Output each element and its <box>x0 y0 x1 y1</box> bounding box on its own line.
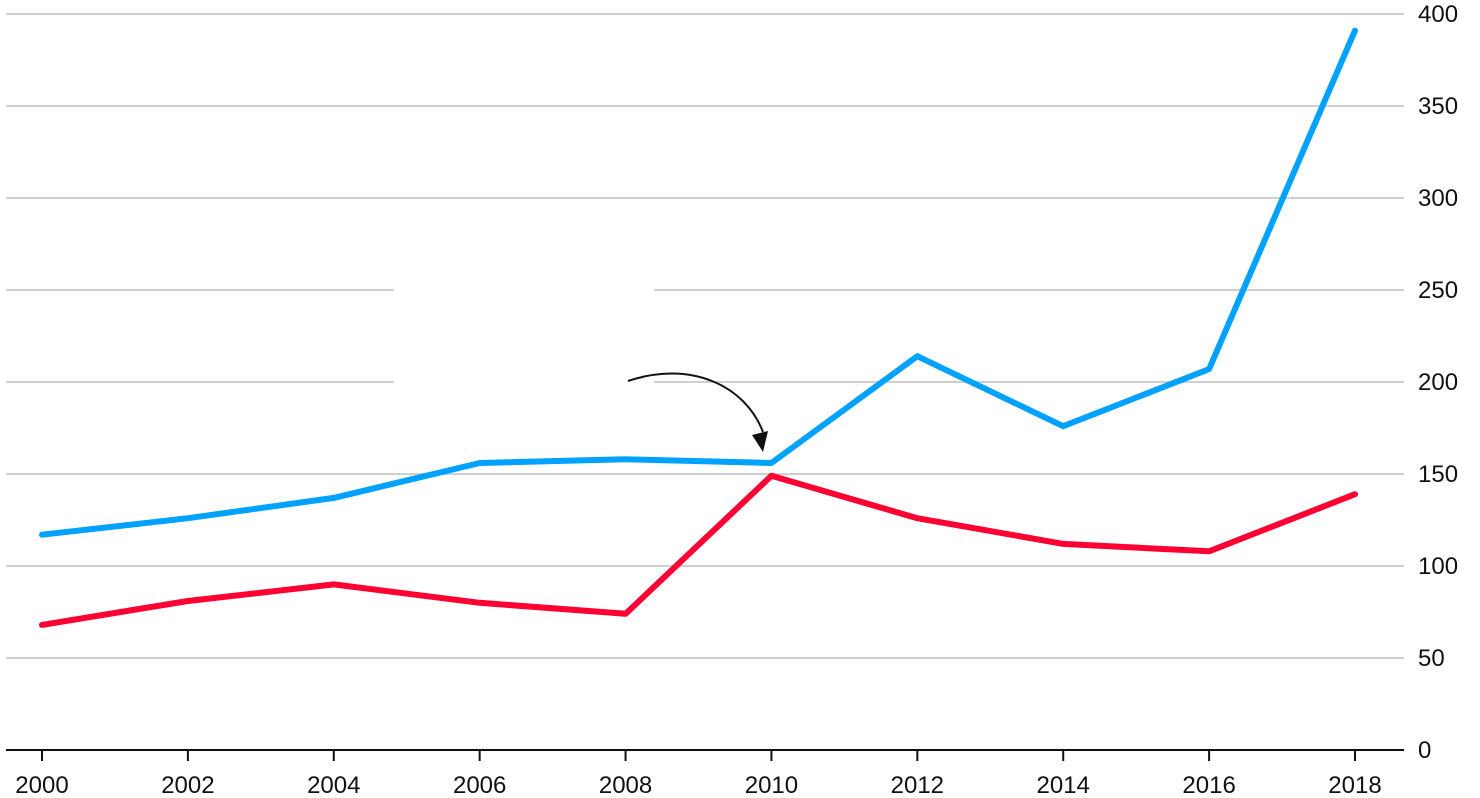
y-tick-label: 300 <box>1418 185 1458 212</box>
gridlines <box>6 13 1404 659</box>
series-line-1 <box>39 27 1358 538</box>
x-tick-label: 2018 <box>1328 772 1381 798</box>
y-tick-label: 150 <box>1418 461 1458 488</box>
y-axis-tick-labels: 0 50 100 150 200 250 300 350 400 <box>1418 1 1458 764</box>
x-tick-label: 2006 <box>453 772 506 798</box>
y-tick-label: 50 <box>1418 645 1445 672</box>
x-axis <box>6 749 1404 761</box>
series-lines <box>39 27 1358 628</box>
x-tick-label: 2010 <box>745 772 798 798</box>
y-tick-label: 350 <box>1418 93 1458 120</box>
x-tick-label: 2000 <box>15 772 68 798</box>
x-tick-label: 2002 <box>161 772 214 798</box>
x-tick-label: 2012 <box>891 772 944 798</box>
y-tick-label: 200 <box>1418 369 1458 396</box>
y-tick-label: 250 <box>1418 277 1458 304</box>
series-line-2 <box>39 472 1358 628</box>
y-tick-label: 100 <box>1418 553 1458 580</box>
x-tick-label: 2014 <box>1037 772 1090 798</box>
x-tick-label: 2016 <box>1182 772 1235 798</box>
annotation-arrow <box>627 372 768 452</box>
x-axis-tick-labels: 2000 2002 2004 2006 2008 2010 2012 2014 2016 2018 <box>15 772 1381 798</box>
annotation-arrowhead <box>752 431 768 452</box>
y-tick-label: 400 <box>1418 1 1458 28</box>
x-tick-label: 2008 <box>599 772 652 798</box>
annotation-arrow-curve <box>627 372 764 433</box>
x-tick-label: 2004 <box>307 772 360 798</box>
y-tick-label: 0 <box>1418 737 1431 764</box>
